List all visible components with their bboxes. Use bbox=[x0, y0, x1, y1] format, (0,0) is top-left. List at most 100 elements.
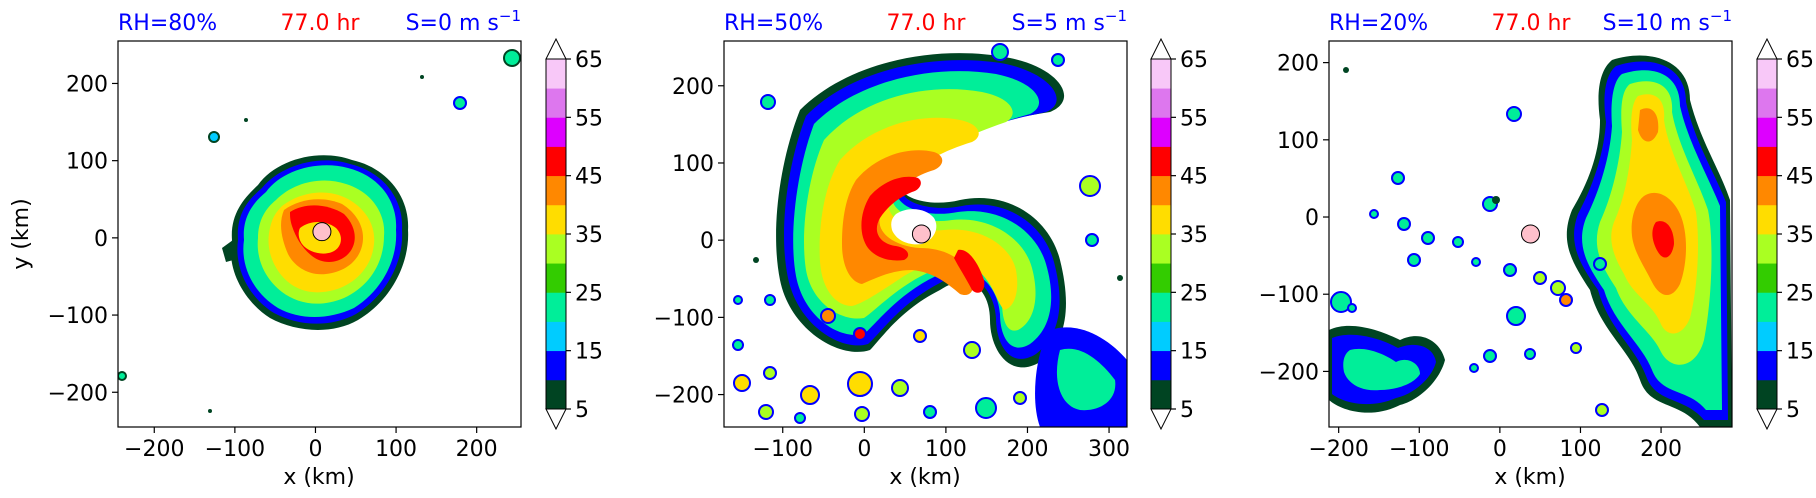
colorbar-segment bbox=[546, 321, 566, 352]
colorbar-segment bbox=[1757, 204, 1777, 235]
rain-cell bbox=[503, 49, 521, 67]
rain-level-55 bbox=[842, 150, 974, 296]
plot-frame bbox=[1328, 40, 1733, 428]
colorbar-tick-label: 25 bbox=[1180, 281, 1208, 306]
rain-cell bbox=[1595, 403, 1609, 417]
rain-cell bbox=[1117, 275, 1123, 281]
eye-marker bbox=[312, 222, 332, 242]
colorbar-tick-label: 15 bbox=[575, 340, 603, 365]
title-left: RH=50% bbox=[724, 11, 823, 36]
rain-cell bbox=[991, 43, 1009, 61]
rain-cell bbox=[800, 385, 820, 405]
x-tick-label: −200 bbox=[1308, 437, 1368, 462]
colorbar-tick-label: 15 bbox=[1786, 340, 1814, 365]
rain-cell bbox=[208, 409, 212, 413]
plot-frame bbox=[117, 40, 522, 428]
rain-cell bbox=[420, 75, 424, 79]
colorbar-extend-max bbox=[1756, 37, 1778, 60]
colorbar-tick-label: 35 bbox=[1180, 223, 1208, 248]
x-tick-label: 100 bbox=[1559, 437, 1601, 462]
colorbar-tick-label: 25 bbox=[575, 281, 603, 306]
colorbar-segment bbox=[1151, 379, 1171, 410]
y-tick-label: 0 bbox=[700, 229, 714, 254]
colorbar-segment bbox=[1757, 117, 1777, 147]
colorbar-segment bbox=[1151, 59, 1171, 89]
rain-cell bbox=[853, 327, 867, 341]
colorbar-segment bbox=[1757, 146, 1777, 177]
rain-cell bbox=[733, 374, 751, 392]
colorbar-segment bbox=[546, 175, 566, 206]
title-left: RH=20% bbox=[1329, 11, 1428, 36]
x-tick-label: −100 bbox=[205, 437, 265, 462]
colorbar-extend-min bbox=[545, 408, 567, 431]
colorbar-extend-max bbox=[545, 37, 567, 60]
x-tick-label: 100 bbox=[375, 437, 417, 462]
x-tick-label: 100 bbox=[925, 437, 967, 462]
rain-cell bbox=[820, 308, 836, 324]
title-right-sup: −1 bbox=[1710, 7, 1732, 25]
title-right-base: S=5 m s bbox=[1012, 11, 1105, 36]
panel-rh20: RH=20% 77.0 hr S=10 m s−1 bbox=[1259, 7, 1814, 490]
x-tick-label: 200 bbox=[1640, 437, 1682, 462]
axes: −100 0 100 200 300 −200 −100 0 100 200 bbox=[654, 75, 1130, 462]
colorbar-tick-label: 65 bbox=[1180, 48, 1208, 73]
panel-rh80: RH=80% 77.0 hr S=0 m s−1 −200 −100 0 100 200… bbox=[9, 7, 603, 490]
rain-cell bbox=[733, 295, 743, 305]
title-right: S=5 m s−1 bbox=[1012, 7, 1127, 36]
y-tick-label: −200 bbox=[48, 381, 108, 406]
rain-cell bbox=[1051, 53, 1065, 67]
y-tick-label: −200 bbox=[1259, 360, 1319, 385]
colorbar-segment bbox=[1151, 321, 1171, 352]
colorbar-segment bbox=[1151, 234, 1171, 264]
title-right-sup: −1 bbox=[499, 7, 521, 25]
colorbar-tick-label: 55 bbox=[1180, 106, 1208, 131]
rain-cell bbox=[1471, 257, 1481, 267]
title-right: S=10 m s−1 bbox=[1603, 7, 1732, 36]
rain-cell bbox=[963, 341, 981, 359]
colorbar-segment bbox=[1757, 350, 1777, 381]
x-tick-label: 200 bbox=[456, 437, 498, 462]
colorbar-segment bbox=[1757, 263, 1777, 293]
eye-marker bbox=[911, 224, 931, 244]
title-right-base: S=10 m s bbox=[1603, 11, 1710, 36]
rain-cell bbox=[1492, 196, 1500, 204]
colorbar-segment bbox=[546, 292, 566, 322]
rain-cell bbox=[1533, 271, 1547, 285]
colorbar-segment bbox=[1151, 350, 1171, 381]
colorbar-segment bbox=[1757, 175, 1777, 206]
colorbar-segment bbox=[1151, 175, 1171, 206]
x-tick-label: −200 bbox=[124, 437, 184, 462]
rain-cell bbox=[1369, 209, 1379, 219]
x-tick-label: 300 bbox=[1088, 437, 1130, 462]
rain-cell bbox=[1550, 280, 1566, 296]
rain-cell bbox=[732, 339, 744, 351]
colorbar-tick-label: 45 bbox=[1180, 165, 1208, 190]
colorbar-extend-min bbox=[1150, 408, 1172, 431]
rain-cell bbox=[1593, 257, 1607, 271]
rain-cell bbox=[453, 96, 467, 110]
colorbar-segment bbox=[1757, 321, 1777, 352]
rain-cell bbox=[753, 257, 759, 263]
x-tick-label: 200 bbox=[1006, 437, 1048, 462]
rain-cell bbox=[1330, 291, 1352, 313]
x-tick-label: −100 bbox=[753, 437, 813, 462]
colorbar-segment bbox=[546, 350, 566, 381]
rain-cell bbox=[244, 118, 248, 122]
rain-cell bbox=[1343, 67, 1349, 73]
colorbar-tick-label: 25 bbox=[1786, 281, 1814, 306]
x-tick-label: 0 bbox=[1493, 437, 1507, 462]
rain-cell bbox=[1397, 217, 1411, 231]
y-tick-label: 100 bbox=[66, 150, 108, 175]
colorbar-tick-label: 55 bbox=[575, 106, 603, 131]
rain-cell bbox=[794, 412, 806, 424]
y-tick-label: 200 bbox=[1277, 52, 1319, 77]
colorbar-segment bbox=[546, 117, 566, 147]
axes: −200 −100 0 100 200 −200 −100 0 100 200 bbox=[1259, 52, 1683, 462]
y-tick-label: −100 bbox=[654, 306, 714, 331]
colorbar-extend-max bbox=[1150, 37, 1172, 60]
rain-cell bbox=[763, 366, 777, 380]
colorbar-tick-label: 65 bbox=[575, 48, 603, 73]
contour-field bbox=[732, 43, 1127, 427]
rain-cell bbox=[1469, 363, 1479, 373]
rain-cell bbox=[764, 294, 776, 306]
